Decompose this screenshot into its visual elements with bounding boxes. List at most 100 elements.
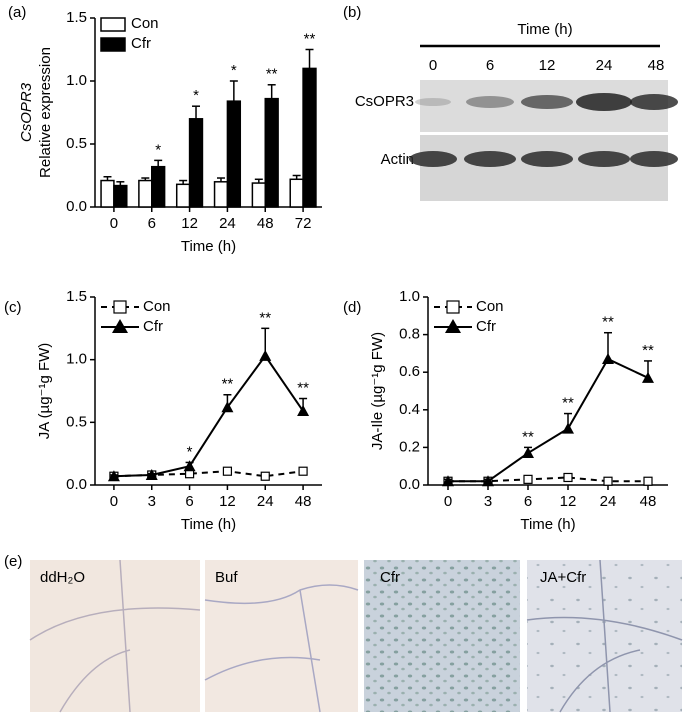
band: [578, 151, 630, 167]
panel-label: (b): [343, 4, 361, 21]
y-tick-label: 0.0: [66, 476, 87, 493]
photo-label: JA+Cfr: [540, 569, 586, 586]
lane-label: 0: [429, 57, 437, 74]
significance-label: **: [266, 66, 278, 83]
y-axis-label: Relative expression: [37, 47, 54, 178]
series-line: [448, 357, 649, 483]
legend-swatch: [100, 17, 126, 32]
bar: [251, 182, 267, 208]
x-tick-label: 12: [560, 493, 577, 510]
marker: [563, 472, 573, 483]
band: [630, 151, 678, 167]
marker: [602, 353, 614, 365]
y-tick-label: 1.5: [66, 288, 87, 305]
bar: [113, 184, 128, 208]
panel-label: (c): [4, 299, 22, 316]
panel-label: (e): [4, 553, 22, 570]
photo-stain: [364, 560, 520, 712]
significance-label: **: [297, 379, 309, 396]
marker: [183, 460, 196, 472]
significance-label: *: [155, 141, 161, 158]
series-line: [113, 354, 304, 478]
lane-label: 48: [648, 57, 665, 74]
x-tick-label: 3: [484, 493, 492, 510]
x-tick-label: 24: [600, 493, 617, 510]
marker: [221, 401, 234, 413]
marker: [260, 471, 270, 481]
bar: [151, 165, 166, 208]
band: [521, 151, 573, 167]
x-tick-label: 48: [640, 493, 657, 510]
significance-label: **: [304, 30, 316, 47]
x-tick-label: 12: [181, 215, 198, 232]
x-tick-label: 6: [148, 215, 156, 232]
bar: [302, 67, 317, 208]
x-tick-label: 0: [110, 493, 118, 510]
x-tick-label: 72: [295, 215, 312, 232]
x-tick-label: 48: [257, 215, 274, 232]
band: [576, 93, 632, 111]
marker: [603, 476, 613, 486]
legend-label: Con: [143, 298, 171, 315]
image-panel: (e) ddH₂O Buf Cfr JA+Cfr: [4, 553, 683, 713]
x-tick-label: 24: [257, 493, 274, 510]
y-tick-label: 0.6: [399, 363, 420, 380]
significance-label: *: [193, 87, 199, 104]
x-tick-label: 6: [185, 493, 193, 510]
y-tick-label: 1.0: [66, 351, 87, 368]
y-tick-label: 0.0: [66, 198, 87, 215]
y-axis-label: CsOPR3: [18, 82, 35, 142]
x-tick-label: 24: [219, 215, 236, 232]
significance-label: *: [231, 62, 237, 79]
panel-label: (a): [8, 4, 26, 21]
x-axis-label: Time (h): [520, 516, 575, 533]
chart: (d) 0.0 0.2 0.4 0.6 0.8 1.0 0 3 6 12 24 48 Time (h) JA…: [343, 288, 668, 533]
x-tick-label: 0: [110, 215, 118, 232]
panel-label: (d): [343, 299, 361, 316]
vein: [29, 559, 201, 713]
photo: [30, 560, 200, 712]
bar: [175, 183, 191, 208]
bar: [226, 100, 242, 208]
significance-label: **: [222, 376, 234, 393]
series-line: [113, 470, 304, 478]
legend-label: Cfr: [143, 318, 163, 335]
bar: [213, 181, 229, 208]
blot-strip: [420, 135, 668, 201]
x-tick-label: 12: [219, 493, 236, 510]
marker: [642, 371, 654, 383]
lane-label: 6: [486, 57, 494, 74]
y-tick-label: 1.0: [399, 288, 420, 305]
y-tick-label: 0.5: [66, 413, 87, 430]
marker: [222, 466, 233, 476]
photo-label: Cfr: [380, 569, 400, 586]
marker: [145, 468, 158, 480]
x-tick-label: 0: [444, 493, 452, 510]
legend-label: Con: [131, 15, 159, 32]
marker: [107, 470, 120, 482]
chart: (c) 0.0 0.5 1.0 1.5 0 3 6 12 24 48 Time (h) JA (µg⁻¹…: [4, 288, 322, 533]
marker: [297, 405, 310, 417]
marker: [523, 474, 533, 484]
y-axis-label: JA-Ile (µg⁻¹g FW): [369, 332, 386, 450]
photo-label: ddH₂O: [40, 569, 85, 586]
y-tick-label: 0.4: [399, 401, 420, 418]
legend-label: Cfr: [131, 35, 151, 52]
y-tick-label: 0.5: [66, 135, 87, 152]
vein: [204, 584, 359, 713]
y-tick-label: 0.8: [399, 326, 420, 343]
significance-label: **: [562, 395, 574, 412]
x-tick-label: 3: [148, 493, 156, 510]
marker: [482, 475, 494, 487]
significance-label: **: [522, 428, 534, 445]
band: [521, 95, 573, 109]
chart: (a) 0.0 0.5 1.0 1.5 0 6 12 24 48 72 Time (h) CsOPR3 R…: [8, 4, 322, 255]
legend-label: Con: [476, 298, 504, 315]
legend-marker: [446, 300, 460, 314]
lane-label: 24: [596, 57, 613, 74]
marker: [259, 349, 272, 361]
bar: [100, 179, 115, 208]
x-tick-label: 48: [295, 493, 312, 510]
significance-label: **: [642, 342, 654, 359]
